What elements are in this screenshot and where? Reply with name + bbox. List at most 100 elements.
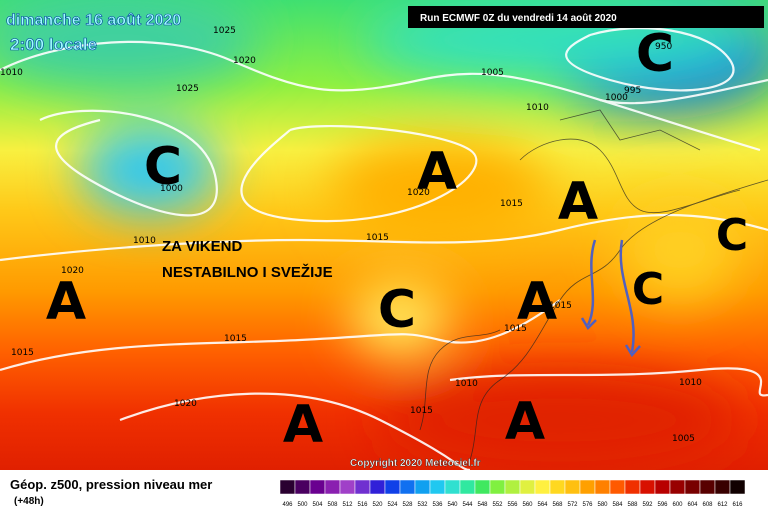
colorbar-label: 512 xyxy=(342,502,353,508)
colorbar-label: 496 xyxy=(282,502,293,508)
date: dimanche 16 août 2020 xyxy=(6,12,181,29)
low: C xyxy=(378,280,416,340)
high: A xyxy=(558,172,598,232)
isobar-label: 1010 xyxy=(133,236,156,246)
isobar-label: 950 xyxy=(655,42,672,52)
colorbar-cell xyxy=(309,479,326,495)
colorbar-label: 556 xyxy=(507,502,518,508)
high: A xyxy=(417,142,457,202)
colorbar-cell xyxy=(579,479,596,495)
overlay-text: NESTABILNO I SVEŽIJE xyxy=(162,263,333,281)
colorbar-label: 568 xyxy=(552,502,563,508)
isobar-label: 1025 xyxy=(213,26,236,36)
run-box xyxy=(408,6,764,28)
colorbar-cell xyxy=(489,479,506,495)
colorbar-label: 528 xyxy=(402,502,413,508)
high: A xyxy=(46,272,86,332)
colorbar-label: 580 xyxy=(597,502,608,508)
colorbar-cell xyxy=(639,479,656,495)
isobar-label: 1015 xyxy=(11,348,34,358)
colorbar-label: 548 xyxy=(477,502,488,508)
colorbar-cell xyxy=(654,479,671,495)
colorbar-cell xyxy=(339,479,356,495)
colorbar-cell xyxy=(459,479,476,495)
field xyxy=(0,0,768,472)
colorbar-label: 536 xyxy=(432,502,443,508)
colorbar-label: 560 xyxy=(522,502,533,508)
colorbar-label: 544 xyxy=(462,502,473,508)
isobar-label: 1015 xyxy=(366,233,389,243)
copyright: Copyright 2020 Meteociel.fr xyxy=(350,458,481,469)
isobar-label: 1000 xyxy=(160,184,183,194)
colorbar-cell xyxy=(624,479,641,495)
colorbar-label: 500 xyxy=(297,502,308,508)
colorbar-label: 608 xyxy=(702,502,713,508)
isobar-label: 1010 xyxy=(526,103,549,113)
isobar-label: 1005 xyxy=(672,434,695,444)
colorbar-label: 564 xyxy=(537,502,548,508)
colorbar-cell xyxy=(594,479,611,495)
colorbar-label: 588 xyxy=(627,502,638,508)
colorbar-label: 520 xyxy=(372,502,383,508)
colorbar-cell xyxy=(414,479,431,495)
colorbar-cell xyxy=(324,479,341,495)
low: C xyxy=(636,24,674,84)
colorbar-label: 600 xyxy=(672,502,683,508)
colorbar-label: 572 xyxy=(567,502,578,508)
colorbar-label: 616 xyxy=(732,502,743,508)
time: 2:00 locale xyxy=(10,35,97,54)
colorbar-cell xyxy=(444,479,461,495)
colorbar-cell xyxy=(534,479,551,495)
colorbar-label: 596 xyxy=(657,502,668,508)
colorbar-cell xyxy=(354,479,371,495)
isobar-label: 1000 xyxy=(605,93,628,103)
colorbar-cell xyxy=(729,479,746,495)
isobar-label: 1020 xyxy=(61,266,84,276)
colorbar-cell xyxy=(369,479,386,495)
colorbar-label: 508 xyxy=(327,502,338,508)
colorbar-cell xyxy=(399,479,416,495)
isobar-label: 1010 xyxy=(679,378,702,388)
run-info: Run ECMWF 0Z du vendredi 14 août 2020 xyxy=(420,13,617,24)
high: A xyxy=(505,392,545,452)
colorbar-cell xyxy=(564,479,581,495)
colorbar-label: 604 xyxy=(687,502,698,508)
colorbar-cell xyxy=(429,479,446,495)
legend-title: Géop. z500, pression niveau mer xyxy=(10,477,212,492)
colorbar-cell xyxy=(294,479,311,495)
isobar-label: 1020 xyxy=(174,399,197,409)
isobar-label: 1010 xyxy=(455,379,478,389)
colorbar-label: 584 xyxy=(612,502,623,508)
colorbar-label: 532 xyxy=(417,502,428,508)
colorbar-label: 612 xyxy=(717,502,728,508)
isobar-label: 1020 xyxy=(233,56,256,66)
isobar-label: 1015 xyxy=(410,406,433,416)
colorbar-label: 592 xyxy=(642,502,653,508)
high: A xyxy=(283,395,323,455)
isobar-label: 1015 xyxy=(549,301,572,311)
isobar-label: 1005 xyxy=(481,68,504,78)
colorbar-cell xyxy=(279,479,296,495)
isobar-label: 1015 xyxy=(504,324,527,334)
colorbar-cell xyxy=(609,479,626,495)
colorbar: 496 500 504 508 512 516 520 524 528 532 536 540 544 5… xyxy=(279,479,746,508)
colorbar-cell xyxy=(519,479,536,495)
colorbar-cell xyxy=(714,479,731,495)
colorbar-cell xyxy=(669,479,686,495)
colorbar-cell xyxy=(549,479,566,495)
pressure-systems: C A A C A C A C A A C xyxy=(46,24,748,455)
isobar-label: 1020 xyxy=(407,188,430,198)
colorbar-label: 576 xyxy=(582,502,593,508)
colorbar-label: 504 xyxy=(312,502,323,508)
isobar-label: 1015 xyxy=(500,199,523,209)
colorbar-label: 524 xyxy=(387,502,398,508)
colorbar-label: 552 xyxy=(492,502,503,508)
colorbar-cell xyxy=(504,479,521,495)
legend-subtitle: (+48h) xyxy=(14,496,44,507)
isobar-labels: 1025 1020 1010 1025 1005 995 1000 1010 1… xyxy=(0,26,702,444)
colorbar-cell xyxy=(384,479,401,495)
isobar-label: 1010 xyxy=(0,68,23,78)
colorbar-cell xyxy=(474,479,491,495)
low: C xyxy=(144,137,182,197)
